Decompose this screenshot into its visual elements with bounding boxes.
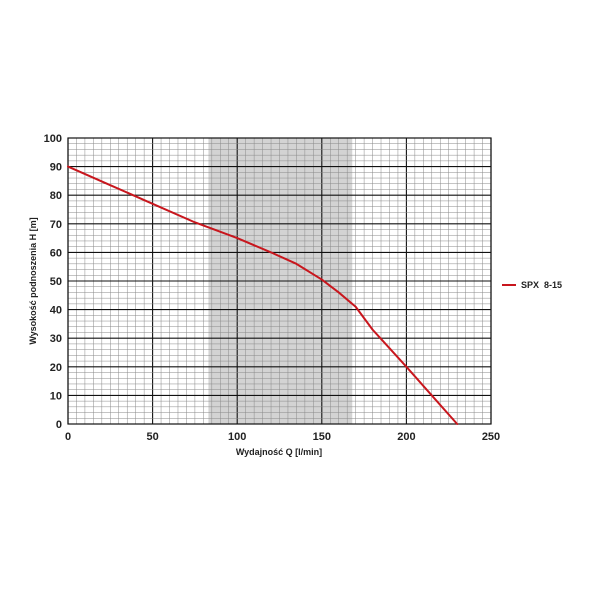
y-tick-label: 10 [50,390,62,402]
y-tick-label: 80 [50,190,62,202]
x-tick-label: 200 [397,431,415,443]
y-tick-label: 50 [50,276,62,288]
y-tick-label: 100 [44,133,62,145]
y-tick-label: 30 [50,333,62,345]
x-tick-label: 100 [228,431,246,443]
y-tick-label: 70 [50,219,62,231]
y-tick-label: 0 [56,419,62,431]
y-tick-label: 20 [50,362,62,374]
x-tick-label: 0 [65,431,71,443]
x-tick-label: 50 [146,431,158,443]
x-tick-label: 250 [482,431,500,443]
legend: SPX 8-15 [502,280,562,290]
legend-label-spx: SPX 8-15 [521,280,562,290]
y-tick-label: 90 [50,162,62,174]
y-tick-label: 40 [50,305,62,317]
series-line-0 [67,165,459,425]
x-tick-label: 150 [313,431,331,443]
plot-frame [67,137,492,425]
x-axis-title: Wydajność Q [l/min] [236,447,322,457]
y-tick-label: 60 [50,247,62,259]
y-axis-title: Wysokość podnoszenia H [m] [28,217,38,344]
